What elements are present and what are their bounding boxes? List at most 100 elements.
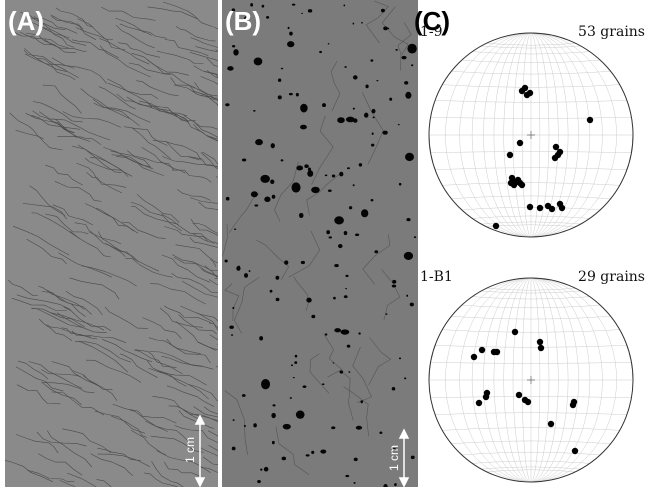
orientation-point <box>516 392 522 398</box>
inclusion <box>373 116 375 118</box>
inclusion <box>308 167 311 171</box>
inclusion <box>349 206 352 209</box>
inclusion <box>264 197 270 203</box>
inclusion <box>232 447 236 451</box>
inclusion <box>234 229 236 230</box>
inclusion <box>392 285 396 288</box>
inclusion <box>278 95 282 99</box>
inclusion <box>382 131 387 135</box>
panel-label: (B) <box>225 6 261 36</box>
stereonet-grid <box>429 278 633 482</box>
inclusion <box>253 110 256 112</box>
inclusion <box>406 295 408 297</box>
inclusion <box>328 43 330 44</box>
orientation-point <box>553 144 559 150</box>
inclusion <box>353 184 355 186</box>
inclusion <box>404 81 408 84</box>
inclusion <box>345 475 349 477</box>
inclusion <box>405 92 411 99</box>
inclusion <box>260 469 262 471</box>
inclusion <box>376 80 378 81</box>
inclusion <box>347 345 351 348</box>
inclusion <box>407 44 416 54</box>
inclusion <box>395 49 398 51</box>
inclusion <box>283 424 291 430</box>
orientation-point <box>527 204 533 210</box>
inclusion <box>301 13 303 14</box>
inclusion <box>372 133 374 135</box>
inclusion <box>411 64 413 66</box>
inclusion <box>251 191 258 197</box>
inclusion <box>353 118 358 122</box>
inclusion <box>328 190 332 192</box>
inclusion <box>295 355 298 358</box>
inclusion <box>306 454 310 456</box>
inclusion <box>344 66 347 68</box>
scale-label: 1 cm <box>387 445 401 471</box>
inclusion <box>337 117 345 123</box>
inclusion <box>281 68 284 70</box>
inclusion <box>319 51 322 53</box>
orientation-point <box>517 140 523 146</box>
inclusion <box>233 419 235 421</box>
orientation-point <box>471 354 477 360</box>
inclusion <box>347 167 350 169</box>
orientation-point <box>515 177 521 183</box>
orientation-point <box>537 339 543 345</box>
orientation-point <box>483 394 489 400</box>
inclusion <box>292 182 301 192</box>
inclusion <box>229 326 234 329</box>
orientation-point <box>524 92 530 98</box>
inclusion <box>344 295 348 298</box>
inclusion <box>306 298 311 303</box>
inclusion <box>254 58 263 66</box>
orientation-point <box>512 329 518 335</box>
inclusion <box>334 264 339 267</box>
orientation-point <box>572 448 578 454</box>
inclusion <box>361 400 364 403</box>
inclusion <box>379 432 382 434</box>
inclusion <box>343 4 345 6</box>
inclusion <box>404 377 406 379</box>
inclusion <box>320 450 326 454</box>
inclusion <box>225 103 229 106</box>
inclusion <box>311 315 315 319</box>
inclusion <box>311 451 314 454</box>
inclusion <box>392 280 396 284</box>
inclusion <box>386 313 388 315</box>
inclusion <box>381 9 385 13</box>
inclusion <box>276 298 280 301</box>
inclusion <box>262 5 265 8</box>
inclusion <box>383 27 388 31</box>
inclusion <box>353 75 358 79</box>
inclusion <box>325 333 328 335</box>
inclusion <box>341 329 350 334</box>
inclusion <box>254 204 258 206</box>
inclusion <box>294 361 297 364</box>
inclusion <box>338 244 342 248</box>
inclusion <box>244 273 248 278</box>
orientation-point <box>491 349 497 355</box>
inclusion <box>374 250 378 253</box>
inclusion <box>303 385 307 388</box>
orientation-point <box>508 180 514 186</box>
inclusion <box>290 397 292 399</box>
orientation-point <box>476 400 482 406</box>
inclusion <box>270 180 274 184</box>
inclusion <box>322 103 326 107</box>
inclusion <box>289 93 293 95</box>
inclusion <box>299 213 304 218</box>
inclusion <box>288 27 290 29</box>
inclusion <box>271 143 275 148</box>
inclusion <box>291 364 293 366</box>
orientation-point <box>493 223 499 229</box>
orientation-point <box>479 347 485 353</box>
orientation-point <box>557 149 563 155</box>
inclusion <box>292 4 295 6</box>
sample-name: 1-9 <box>420 24 443 40</box>
inclusion <box>356 426 362 430</box>
inclusion <box>266 16 269 19</box>
inclusion <box>353 23 355 25</box>
inclusion <box>394 483 397 486</box>
inclusion <box>334 328 341 332</box>
